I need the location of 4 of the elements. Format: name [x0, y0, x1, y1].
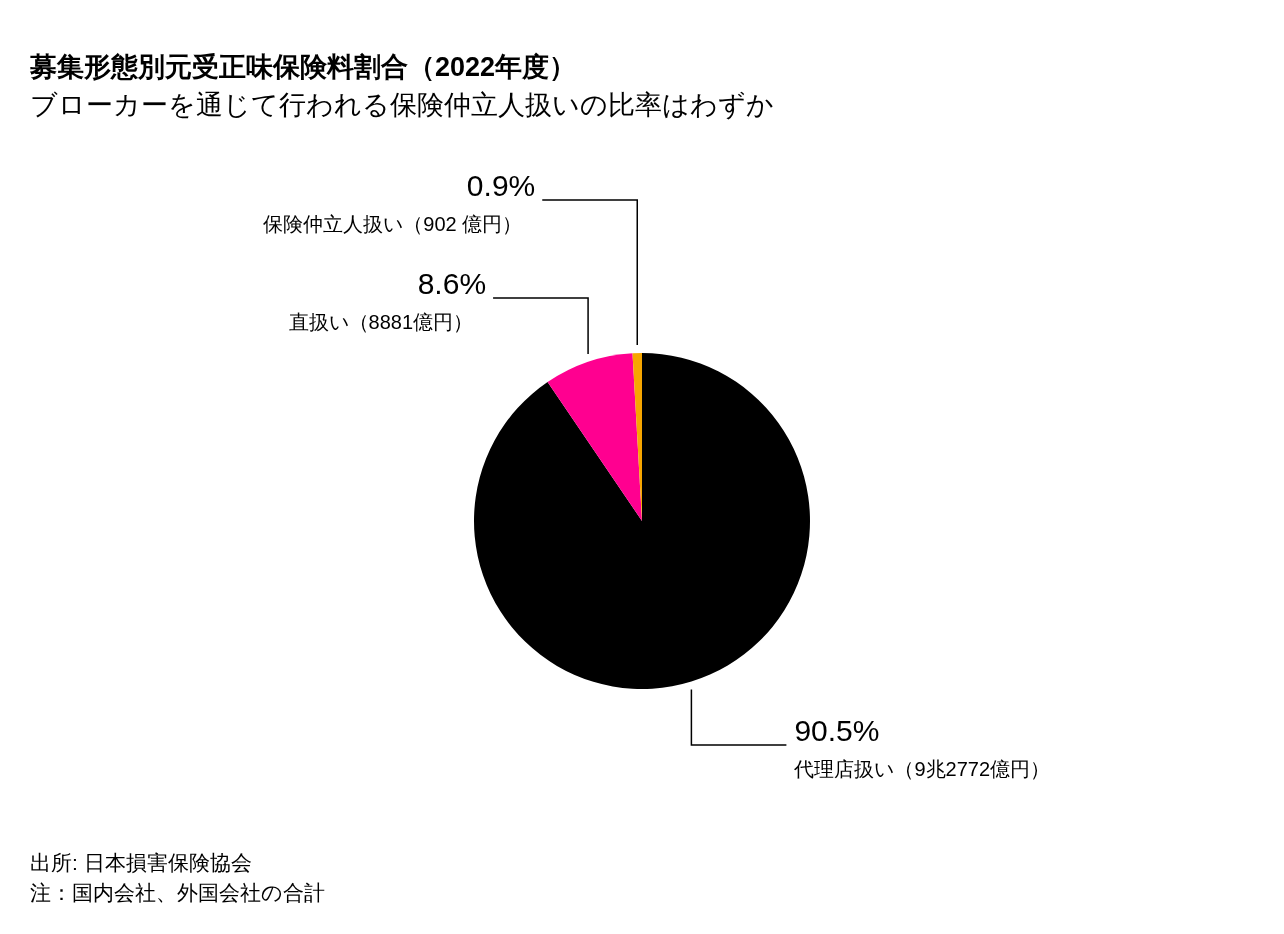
annotation: 出所: 日本損害保険協会 [30, 851, 252, 874]
annotation: 注：国内会社、外国会社の合計 [30, 881, 325, 904]
subtitle: ブローカーを通じて行われる保険仲立人扱いの比率はわずか [30, 90, 774, 120]
title: 募集形態別元受正味保険料割合（2022年度） [30, 52, 577, 82]
